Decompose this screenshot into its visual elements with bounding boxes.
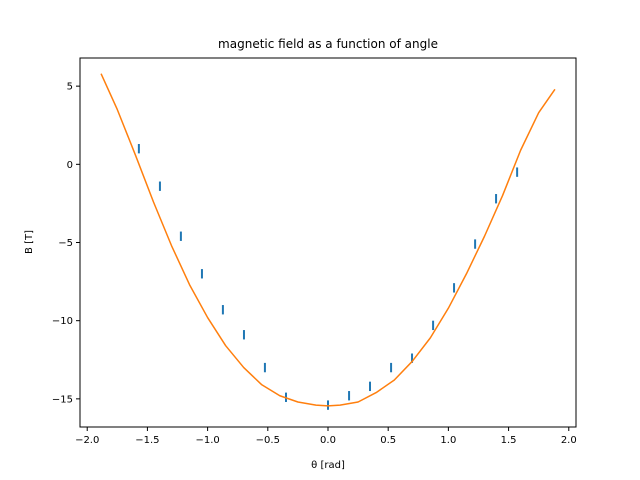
x-tick-label: 0.0 bbox=[320, 435, 336, 446]
x-tick-label: 1.5 bbox=[501, 435, 517, 446]
y-axis-ticks: 5 0 −5 −10 −15 bbox=[52, 82, 80, 405]
fit-curve bbox=[100, 73, 556, 407]
y-tick-label: −10 bbox=[52, 316, 73, 327]
plot-layer bbox=[100, 73, 556, 410]
y-axis-label: B [T] bbox=[24, 230, 35, 254]
y-tick-label: −15 bbox=[52, 394, 73, 405]
y-tick-label: 0 bbox=[67, 160, 73, 171]
x-tick-label: 2.0 bbox=[561, 435, 577, 446]
x-tick-label: −0.5 bbox=[256, 435, 280, 446]
x-axis-ticks: −2.0 −1.5 −1.0 −0.5 0.0 0.5 1.0 1.5 2.0 bbox=[75, 427, 577, 446]
x-tick-label: 0.5 bbox=[380, 435, 396, 446]
y-tick-label: −5 bbox=[58, 238, 73, 249]
x-tick-label: 1.0 bbox=[440, 435, 456, 446]
y-tick-label: 5 bbox=[67, 82, 73, 93]
x-tick-label: −1.5 bbox=[135, 435, 159, 446]
x-tick-label: −2.0 bbox=[75, 435, 99, 446]
x-tick-label: −1.0 bbox=[195, 435, 219, 446]
axes-frame bbox=[79, 57, 577, 428]
x-axis-label: θ [rad] bbox=[311, 460, 345, 471]
chart-title: magnetic field as a function of angle bbox=[218, 37, 438, 51]
